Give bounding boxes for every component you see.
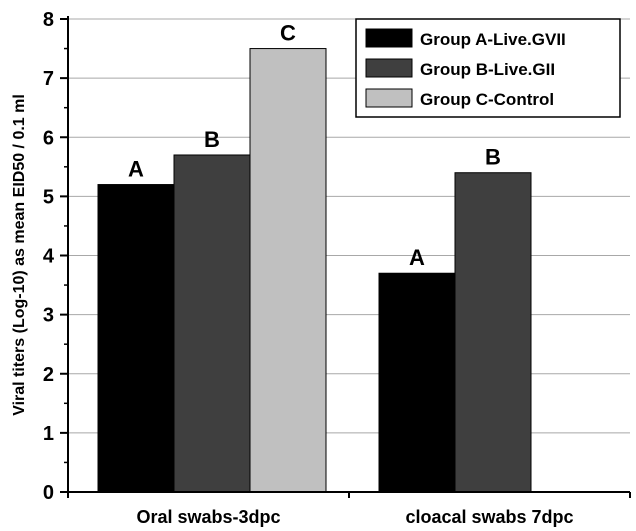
y-tick-label: 4 [43,246,55,268]
y-tick-label: 2 [43,364,54,386]
legend-swatch [365,28,413,48]
y-tick-label: 5 [43,186,54,208]
bar-labels: A B C A B [128,21,501,271]
legend-swatch [365,58,413,78]
x-category-label: Oral swabs-3dpc [136,507,280,527]
bar-significance-label: B [204,127,220,152]
bar [249,48,327,493]
bar [378,272,456,493]
y-tick-label: 3 [43,305,54,327]
bar [97,184,175,493]
y-axis-title: Viral titers (Log-10) as mean EID50 / 0.… [11,94,28,416]
legend-label: Group B-Live.GII [420,60,555,79]
legend-swatch [365,88,413,108]
bar-significance-label: A [409,245,425,270]
y-tick-label: 6 [43,127,54,149]
bar-significance-label: A [128,157,144,182]
bars [97,48,532,493]
bar [173,154,251,493]
bar-significance-label: C [280,21,296,46]
legend-label: Group C-Control [420,90,554,109]
bar [454,172,532,493]
x-category-label: cloacal swabs 7dpc [405,507,573,527]
axes: Oral swabs-3dpc cloacal swabs 7dpc 0 1 2 3 4 5 6… [43,9,631,527]
y-tick-label: 8 [43,9,54,31]
y-tick-label: 7 [43,68,54,90]
legend: Group A-Live.GVII Group B-Live.GII Group C… [355,18,621,118]
legend-label: Group A-Live.GVII [420,30,566,49]
y-tick-label: 1 [43,423,54,445]
y-tick-label: 0 [43,482,54,504]
bar-significance-label: B [485,145,501,170]
